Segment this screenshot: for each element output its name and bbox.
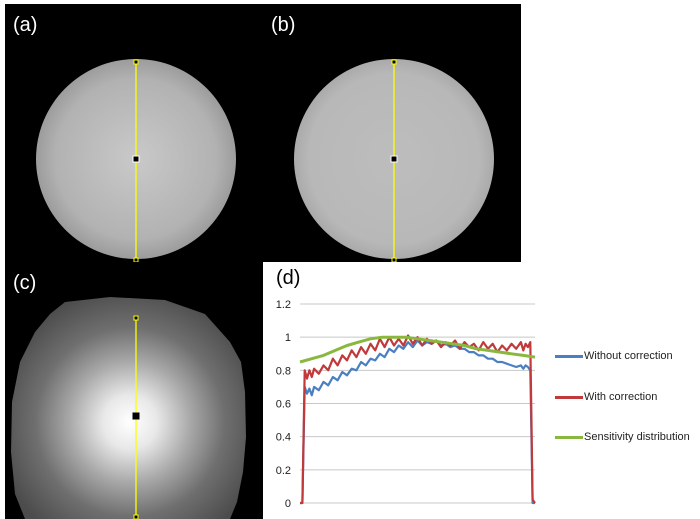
- profile-handle-top-c[interactable]: [133, 315, 139, 321]
- profile-handle-top-b[interactable]: [391, 59, 397, 65]
- panel-label-b: (b): [271, 14, 296, 36]
- profile-handle-top-a[interactable]: [133, 59, 139, 65]
- sensitivity-map-canvas: [11, 297, 246, 519]
- panel-label-d: (d): [276, 267, 301, 289]
- sensitivity-region: [11, 297, 246, 519]
- phantom-image-a: (a): [5, 4, 263, 262]
- chart-series: [299, 334, 536, 505]
- y-tick-label: 0.2: [276, 465, 291, 477]
- series-line-without-correction: [300, 339, 535, 505]
- legend-label-without-correction: Without correction: [584, 350, 673, 362]
- chart-grid: [300, 303, 535, 504]
- legend-swatch-without-correction: [555, 355, 583, 358]
- panel-label-c: (c): [13, 272, 37, 294]
- profile-handle-bottom-a[interactable]: [133, 257, 139, 262]
- phantom-a-canvas: [36, 59, 236, 262]
- profile-handle-bottom-c[interactable]: [133, 514, 139, 519]
- series-line-with-correction: [300, 334, 536, 505]
- profile-chart: 0 0.2 0.4 0.6 0.8 1 1.2: [276, 299, 536, 510]
- y-tick-label: 0.8: [276, 365, 291, 377]
- legend-label-sensitivity-distribution: Sensitivity distribution: [584, 431, 690, 443]
- y-tick-label: 0: [285, 498, 291, 510]
- phantom-image-b: (b): [263, 4, 521, 262]
- profile-center-handle-a[interactable]: [132, 155, 140, 163]
- y-tick-label: 0.6: [276, 399, 291, 411]
- sensitivity-map-c: (c): [5, 262, 263, 519]
- profile-center-handle-b[interactable]: [390, 155, 398, 163]
- profile-handle-bottom-b[interactable]: [391, 257, 397, 262]
- y-tick-label: 0.4: [276, 432, 291, 444]
- phantom-b-canvas: [294, 59, 494, 262]
- legend-swatch-with-correction: [555, 396, 583, 399]
- chart-y-ticks: 0 0.2 0.4 0.6 0.8 1 1.2: [276, 299, 291, 510]
- profile-center-handle-c[interactable]: [132, 412, 140, 420]
- y-tick-label: 1: [285, 332, 291, 344]
- legend-swatch-sensitivity-distribution: [555, 436, 583, 439]
- legend-label-with-correction: With correction: [584, 391, 658, 403]
- panel-label-a: (a): [13, 14, 38, 36]
- y-tick-label: 1.2: [276, 299, 291, 311]
- series-line-sensitivity-distribution: [299, 335, 536, 364]
